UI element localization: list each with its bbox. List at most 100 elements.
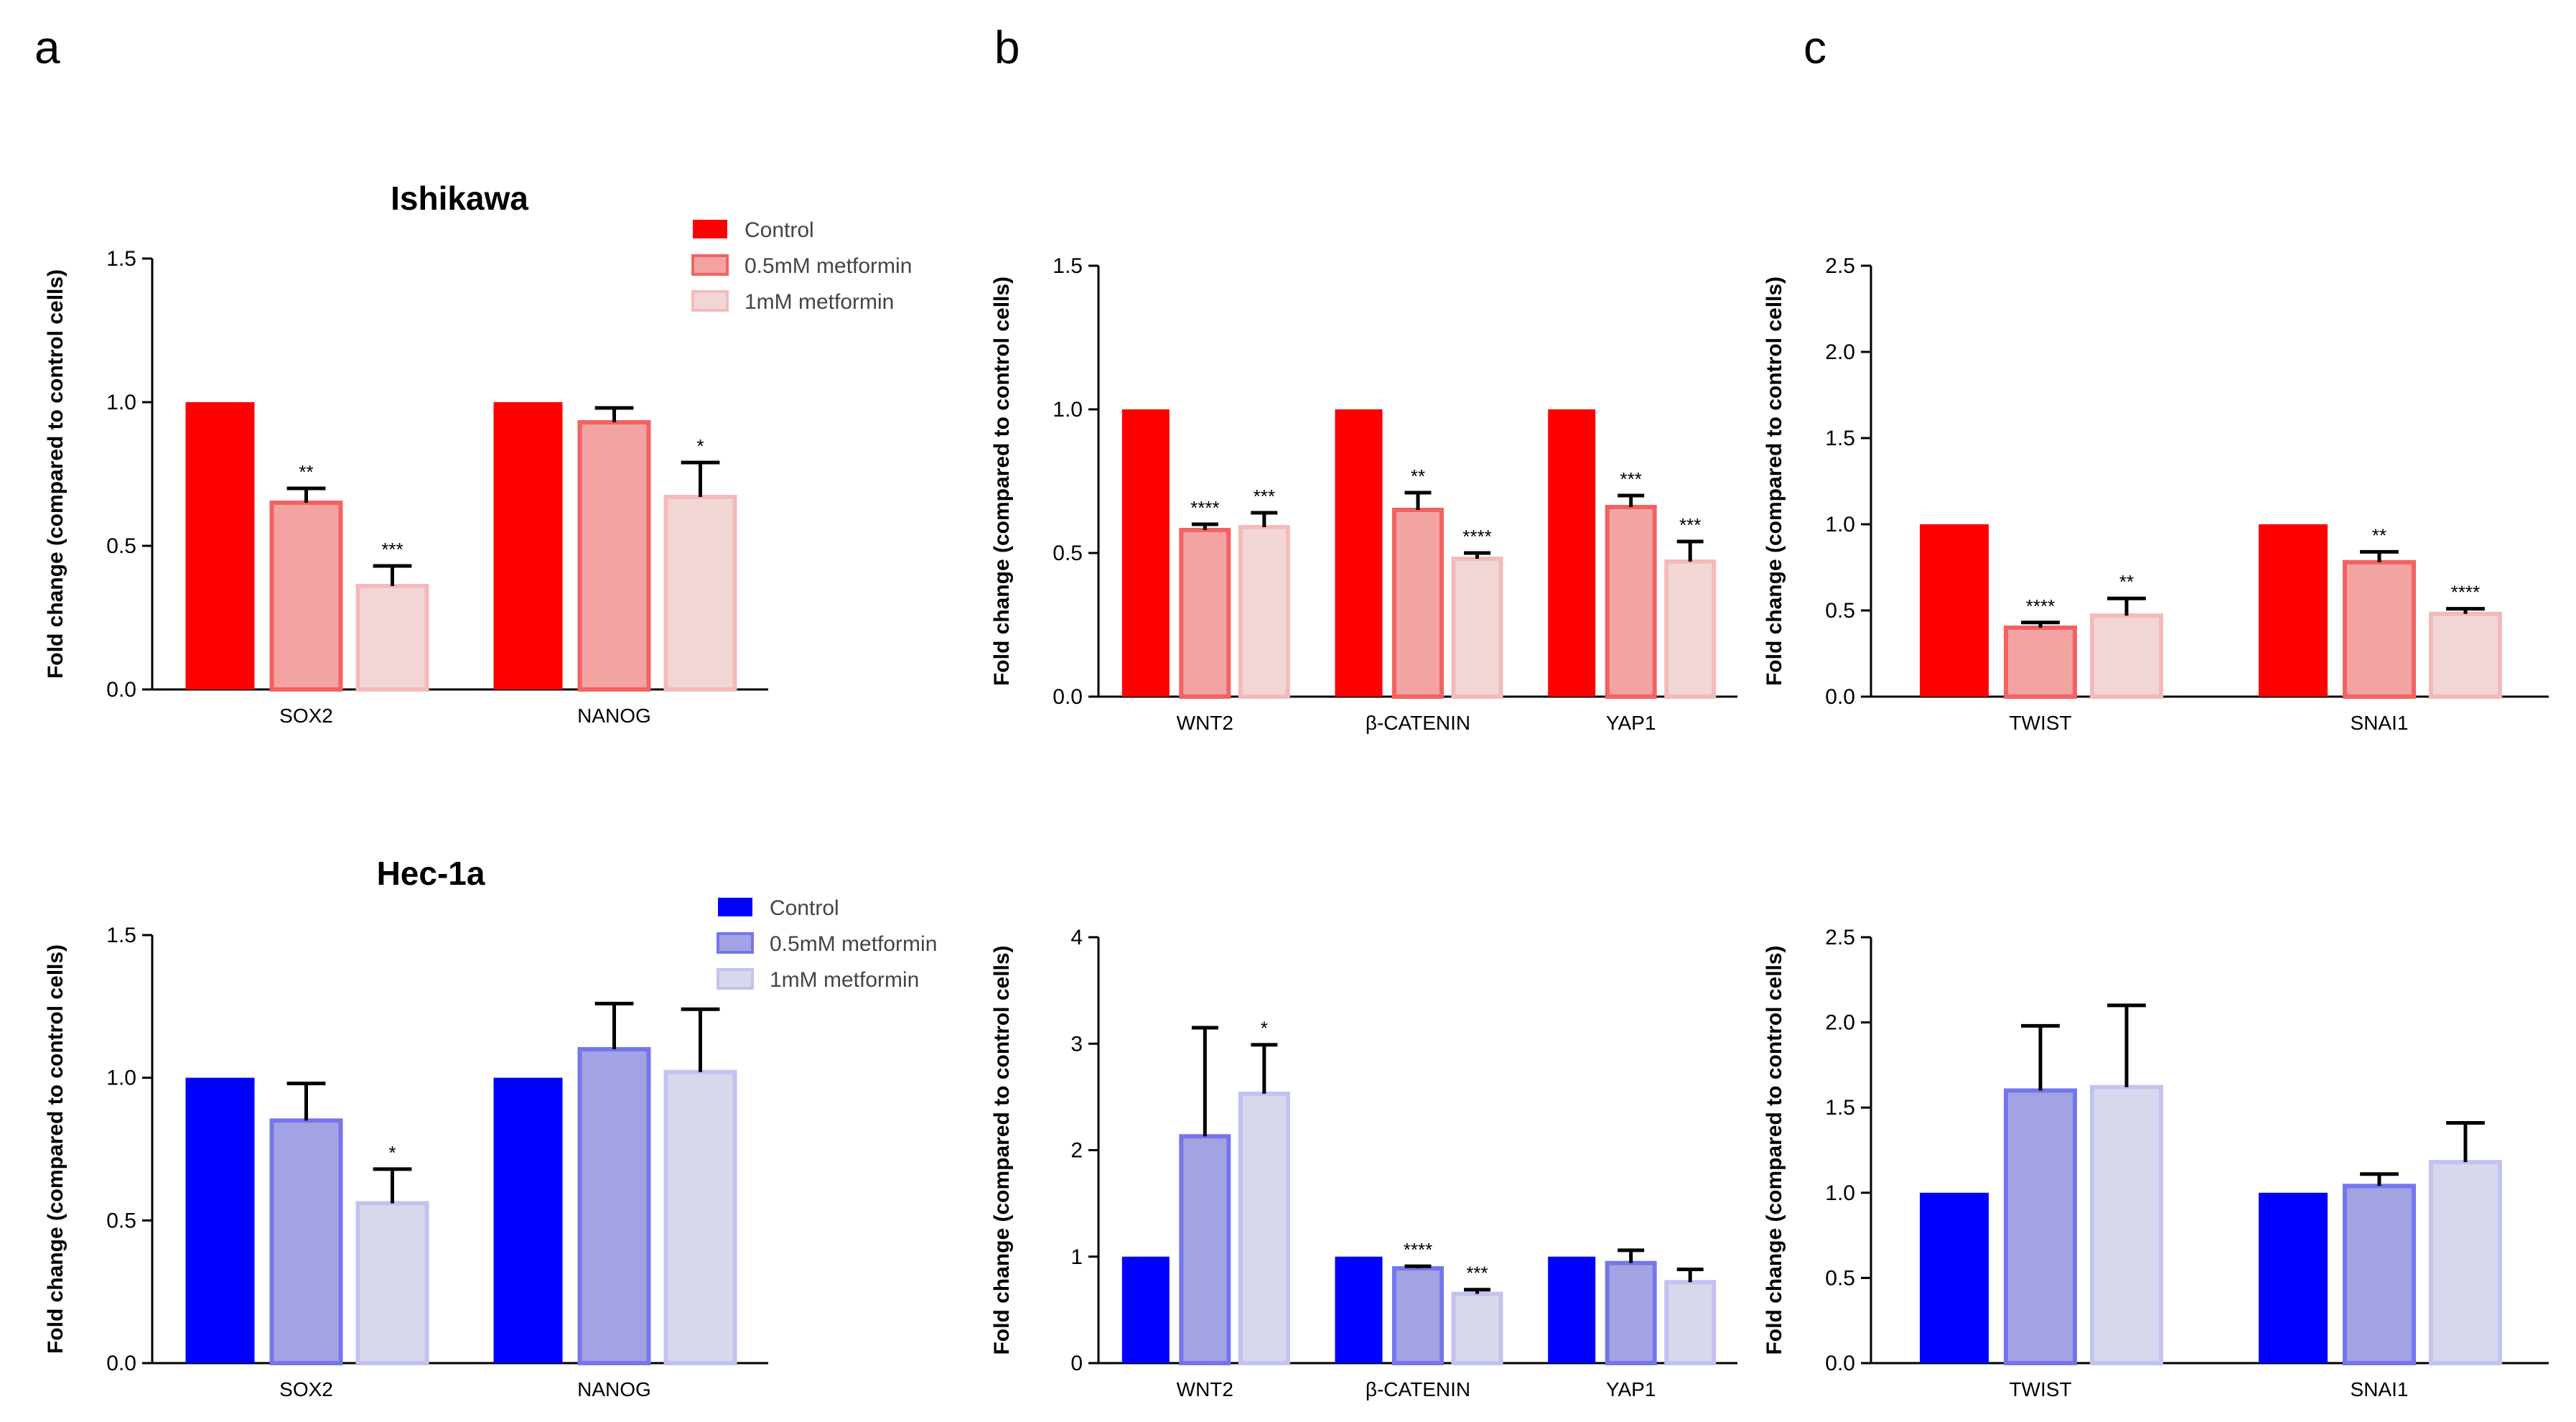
bar-metformin-0-5mm [269,1118,343,1366]
y-tick-label: 0.0 [1053,685,1083,709]
charts-layer: 0.0 0.5 1.0 1.5 Fold change (compared to con… [44,180,2549,1400]
legend-swatch [693,220,727,238]
x-category-label: YAP1 [1606,1378,1656,1400]
y-axis-title: Fold change (compared to control cells) [1763,945,1786,1354]
legend-swatch [718,898,752,916]
y-tick-label: 1.0 [1825,513,1855,536]
y-tick-label: 0.5 [1053,542,1083,565]
x-category-label: SOX2 [279,705,333,727]
panel-letter-c: c [1803,22,1826,73]
legend-swatch [691,254,729,276]
y-axis-title: Fold change (compared to control cells) [990,945,1014,1354]
bar-control [1920,1192,1989,1363]
bar-metformin-1mm [663,495,737,692]
legend-swatch [691,290,729,312]
y-tick-label: 3 [1070,1032,1083,1056]
significance-label: **** [1190,497,1219,519]
significance-label: ** [2372,524,2386,546]
cell-line-title: Hec-1a [377,855,485,892]
bar-metformin-0-5mm [269,501,343,692]
chart-b-hec1a: 0 1 2 3 4 Fold change (compared to control ce… [990,926,1737,1400]
y-axis-title: Fold change (compared to control cells) [44,269,67,679]
bar-metformin-0-5mm [1605,505,1657,699]
y-tick-label: 1.0 [106,1066,136,1090]
significance-label: **** [1404,1239,1432,1260]
bar-control [1548,409,1596,697]
bar-metformin-1mm [1238,1091,1290,1365]
legend-label: 1mM metformin [745,290,894,314]
bar-metformin-1mm [1238,525,1290,699]
y-tick-label: 2 [1070,1139,1083,1163]
legend-label: Control [745,218,814,242]
legend-label: 1mM metformin [770,968,919,992]
x-category-label: TWIST [2009,712,2071,734]
significance-label: *** [1254,485,1275,507]
x-category-label: β-CATENIN [1366,712,1470,734]
legend-swatch [717,932,754,954]
bar-control [1121,1256,1170,1363]
cell-line-title: Ishikawa [391,180,528,217]
significance-label: * [696,435,704,457]
bar-metformin-1mm [1451,1291,1503,1365]
chart-a-ishikawa: 0.0 0.5 1.0 1.5 Fold change (compared to con… [44,180,912,727]
y-axis-title: Fold change (compared to control cells) [1763,276,1786,686]
significance-label: *** [1466,1263,1488,1284]
bar-metformin-1mm [663,1069,737,1365]
chart-c-hec1a: 0.0 0.5 1.0 1.5 2.0 2.5 Fold change (compared … [1763,926,2549,1400]
bar-control [1548,1256,1596,1363]
bar-metformin-0-5mm [1392,508,1444,699]
panel-letter-a: a [34,22,60,73]
bar-metformin-1mm [1664,559,1717,699]
bar-metformin-1mm [2429,1160,2502,1365]
bar-control [2259,1192,2328,1363]
bar-control [1121,409,1170,697]
significance-label: *** [381,539,403,560]
x-category-label: SNAI1 [2351,712,2409,734]
chart-c-ishikawa: 0.0 0.5 1.0 1.5 2.0 2.5 Fold change (compared … [1763,254,2549,734]
legend-label: 0.5mM metformin [770,932,937,956]
y-tick-label: 2.5 [1825,254,1855,278]
significance-label: **** [2026,595,2055,617]
y-axis-title: Fold change (compared to control cells) [44,944,67,1354]
bar-metformin-0-5mm [2343,559,2416,699]
bar-metformin-1mm [1664,1280,1717,1365]
y-tick-label: 2.0 [1825,340,1855,364]
bar-metformin-0-5mm [2004,626,2077,699]
x-category-label: WNT2 [1177,712,1233,734]
bar-control [1335,1256,1383,1363]
y-tick-label: 1.0 [1053,398,1083,422]
chart-a-hec1a: 0.0 0.5 1.0 1.5 Fold change (compared to con… [44,855,937,1400]
bar-metformin-1mm [2429,611,2502,699]
y-tick-label: 0.0 [106,678,136,702]
bar-metformin-1mm [2090,613,2163,700]
y-tick-label: 0.5 [1825,599,1855,623]
y-tick-label: 2.5 [1825,926,1855,949]
y-tick-label: 1.5 [106,247,136,271]
x-category-label: TWIST [2009,1378,2071,1400]
bar-metformin-0-5mm [577,1046,651,1366]
bar-control [493,1077,563,1363]
x-category-label: β-CATENIN [1366,1378,1470,1400]
y-axis-title: Fold change (compared to control cells) [990,276,1014,686]
significance-label: ** [299,461,313,483]
x-category-label: WNT2 [1177,1378,1233,1400]
y-tick-label: 0.5 [1825,1266,1855,1290]
legend-swatch [717,968,754,990]
significance-label: ** [2119,571,2134,592]
y-tick-label: 1 [1070,1245,1083,1269]
bar-metformin-1mm [355,1201,429,1365]
y-tick-label: 0.0 [1825,685,1855,709]
bar-control [185,1077,255,1363]
x-category-label: YAP1 [1606,712,1656,734]
significance-label: *** [1620,468,1641,490]
significance-label: **** [2451,582,2480,603]
x-category-label: SNAI1 [2351,1378,2409,1400]
y-tick-label: 0.0 [1825,1352,1855,1375]
bar-metformin-0-5mm [1179,1134,1231,1366]
bar-control [2259,524,2328,697]
bar-control [493,402,563,689]
bar-metformin-0-5mm [1605,1260,1657,1366]
bar-metformin-0-5mm [1392,1266,1444,1365]
x-category-label: NANOG [577,705,651,727]
